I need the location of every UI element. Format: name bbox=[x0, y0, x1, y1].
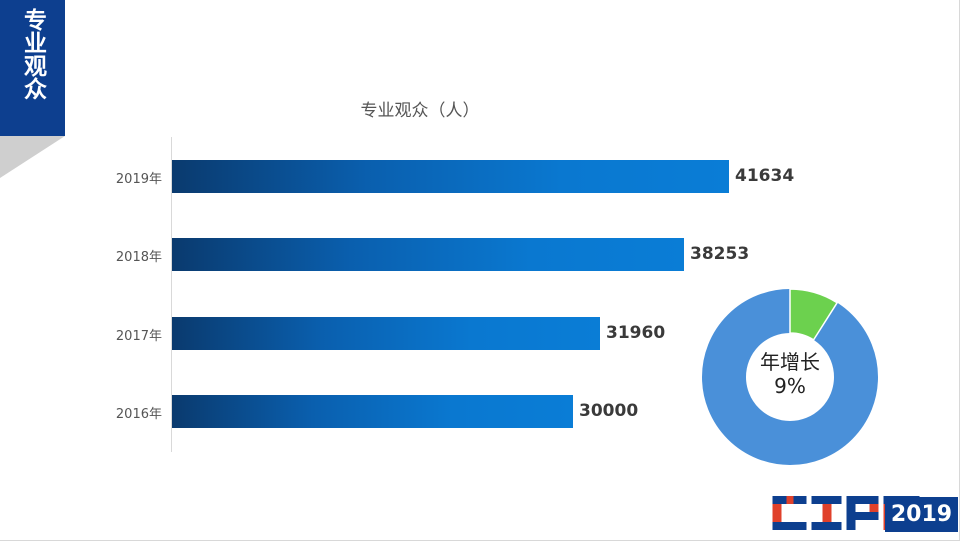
bar-value-label: 38253 bbox=[690, 244, 750, 264]
banner-shadow bbox=[0, 136, 65, 178]
section-banner: 专业观众 bbox=[0, 0, 65, 136]
y-tick-label: 2019年 bbox=[115, 172, 162, 187]
chart-title: 专业观众（人） bbox=[360, 101, 480, 121]
bar bbox=[172, 238, 684, 271]
bar-value-label: 31960 bbox=[606, 323, 666, 343]
bar bbox=[172, 160, 729, 193]
donut-label-value: 9% bbox=[774, 374, 806, 398]
growth-donut-chart bbox=[702, 288, 878, 465]
banner-title: 专业观众 bbox=[19, 8, 46, 100]
y-tick-label: 2016年 bbox=[115, 407, 162, 422]
y-tick-label: 2017年 bbox=[115, 329, 162, 344]
donut-label-title: 年增长 bbox=[760, 350, 820, 374]
bar-value-label: 41634 bbox=[735, 166, 795, 186]
bar-value-label: 30000 bbox=[579, 401, 639, 421]
bar bbox=[172, 395, 573, 428]
donut-center-label: 年增长 9% bbox=[700, 350, 880, 398]
y-tick-label: 2018年 bbox=[115, 250, 162, 265]
donut-growth-slice bbox=[789, 288, 839, 341]
bar bbox=[172, 317, 600, 350]
y-axis-line bbox=[171, 137, 172, 452]
logo-year-badge: 2019 bbox=[885, 497, 958, 532]
